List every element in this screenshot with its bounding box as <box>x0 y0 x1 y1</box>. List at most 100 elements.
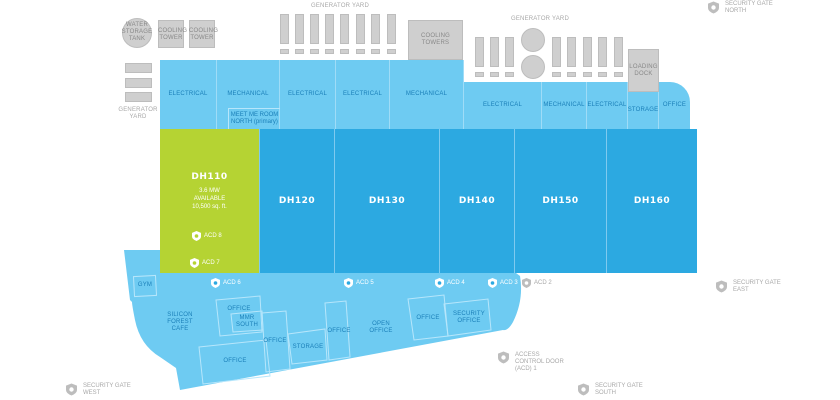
data-hall-dh120[interactable]: DH120 <box>260 129 335 273</box>
loading-dock-label: LOADING DOCK <box>629 64 658 77</box>
data-hall-title: DH140 <box>458 196 496 206</box>
shield-icon <box>708 1 719 14</box>
generator-pad <box>325 49 334 54</box>
cooling-towers <box>408 20 463 60</box>
shield-icon <box>192 231 201 241</box>
generator-unit <box>387 14 396 44</box>
generator-pad <box>567 72 576 77</box>
gate-direction: EAST <box>733 287 749 293</box>
security-gate-south[interactable]: SECURITY GATE SOUTH <box>578 383 643 397</box>
generator-pad <box>371 49 380 54</box>
acd-7-label: ACD 7 <box>202 260 220 266</box>
acd-6-label: ACD 6 <box>223 280 241 286</box>
security-gate-east[interactable]: SECURITY GATE EAST <box>716 280 781 294</box>
room-electrical[interactable]: ELECTRICAL <box>160 60 217 129</box>
generator-unit <box>340 14 349 44</box>
room-mechanical[interactable]: MECHANICAL <box>217 60 280 129</box>
shield-icon <box>498 351 509 364</box>
gate-direction: NORTH <box>725 8 747 14</box>
generator-unit <box>475 37 484 67</box>
generator-pad <box>598 72 607 77</box>
meet-me-room-sublabel: NORTH (primary) <box>231 119 278 125</box>
data-hall-dh140[interactable]: DH140 <box>440 129 515 273</box>
room-electrical[interactable]: ELECTRICAL <box>587 82 628 129</box>
shield-icon <box>716 280 727 293</box>
room-label: ELECTRICAL <box>342 91 382 97</box>
meet-me-room-north[interactable]: MEET ME ROOM NORTH (primary) <box>228 108 280 129</box>
generator-pad <box>310 49 319 54</box>
data-hall-power: 3.6 MW <box>199 187 220 194</box>
room-label: MECHANICAL <box>227 91 269 97</box>
data-hall-dh150[interactable]: DH150 <box>515 129 607 273</box>
data-hall-dh110[interactable]: DH110 3.6 MW AVAILABLE 10,500 sq. ft. <box>160 129 260 273</box>
shield-icon <box>522 278 531 288</box>
room-label: ELECTRICAL <box>482 102 522 108</box>
shield-icon <box>211 278 220 288</box>
room-gym[interactable]: GYM <box>137 282 153 288</box>
generator-unit <box>125 92 152 102</box>
room-office[interactable]: OFFICE <box>223 358 247 364</box>
room-office[interactable]: OFFICE <box>659 82 690 129</box>
security-gate-north[interactable]: SECURITY GATE NORTH <box>708 1 773 15</box>
data-hall-title: DH110 <box>191 171 228 182</box>
room-label: MECHANICAL <box>405 91 448 97</box>
cooling-tower-2 <box>189 20 215 48</box>
security-gate-west[interactable]: SECURITY GATE WEST <box>66 383 131 397</box>
room-office[interactable]: OFFICE <box>416 315 440 321</box>
cooling-tower-1-label: COOLING TOWER <box>158 28 188 41</box>
generator-pad <box>280 49 289 54</box>
room-electrical[interactable]: ELECTRICAL <box>280 60 336 129</box>
meet-me-room-label: MEET ME ROOM <box>230 112 279 118</box>
generator-unit <box>552 37 561 67</box>
acd-2-label: ACD 2 <box>534 280 552 286</box>
room-mechanical[interactable]: MECHANICAL <box>390 60 464 129</box>
room-electrical[interactable]: ELECTRICAL <box>336 60 390 129</box>
generator-pad <box>475 72 484 77</box>
generator-yard-northeast-label: GENERATOR YARD <box>510 16 570 22</box>
tank <box>521 55 545 79</box>
room-label: MECHANICAL <box>543 102 585 108</box>
water-storage-tank-label: WATER STORAGE TANK <box>121 22 153 42</box>
room-electrical[interactable]: ELECTRICAL <box>464 82 542 129</box>
room-silicon-forest-cafe[interactable]: SILICON FOREST CAFE <box>167 312 193 332</box>
loading-dock <box>628 49 659 92</box>
data-hall-dh160[interactable]: DH160 <box>607 129 697 273</box>
room-label: ELECTRICAL <box>587 102 627 108</box>
acd-4-label: ACD 4 <box>447 280 465 286</box>
generator-pad <box>614 72 623 77</box>
cooling-towers-label: COOLING TOWERS <box>420 33 451 46</box>
cooling-tower-2-label: COOLING TOWER <box>189 28 219 41</box>
room-storage[interactable]: STORAGE <box>292 344 324 350</box>
room-office[interactable]: OFFICE <box>263 338 287 344</box>
data-hall-title: DH130 <box>368 196 406 206</box>
room-office[interactable]: OFFICE <box>327 328 351 334</box>
room-storage[interactable]: STORAGE <box>628 92 659 129</box>
room-mmr-south[interactable]: MMR SOUTH <box>236 315 258 328</box>
gate-direction: SOUTH <box>595 390 616 396</box>
shield-icon <box>190 258 199 268</box>
cooling-tower-1 <box>158 20 184 48</box>
room-mechanical[interactable]: MECHANICAL <box>542 82 587 129</box>
generator-unit <box>490 37 499 67</box>
data-hall-title: DH120 <box>278 196 316 206</box>
generator-yard-north-label: GENERATOR YARD <box>310 3 370 9</box>
acd-8-label: ACD 8 <box>204 233 222 239</box>
generator-pad <box>552 72 561 77</box>
data-hall-title: DH160 <box>633 196 671 206</box>
room-office[interactable]: OFFICE <box>227 306 251 312</box>
acd-1-label: ACCESS CONTROL DOOR (ACD) 1 <box>515 352 564 372</box>
generator-unit <box>614 37 623 67</box>
room-open-office[interactable]: OPEN OFFICE <box>369 321 393 334</box>
acd-3-label: ACD 3 <box>500 280 518 286</box>
data-hall-dh130[interactable]: DH130 <box>335 129 440 273</box>
generator-unit <box>280 14 289 44</box>
room-label: STORAGE <box>627 107 659 113</box>
generator-pad <box>583 72 592 77</box>
gate-label: SECURITY GATE <box>83 383 131 389</box>
room-security-office[interactable]: SECURITY OFFICE <box>453 311 485 324</box>
generator-unit <box>125 63 152 73</box>
generator-pad <box>490 72 499 77</box>
shield-icon <box>344 278 353 288</box>
shield-icon <box>66 383 77 396</box>
